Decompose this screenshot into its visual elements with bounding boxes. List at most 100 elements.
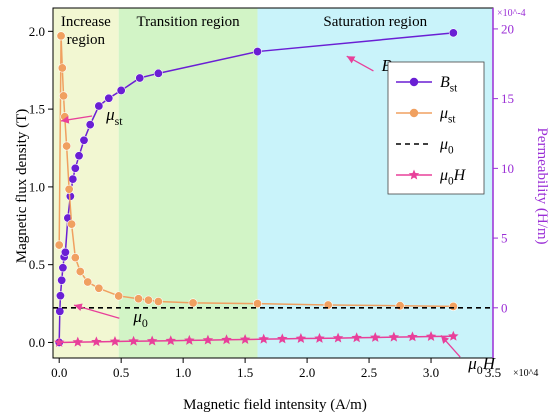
region-labels: Increase region Transition region Saturatio… bbox=[61, 14, 428, 48]
series-0-point-10 bbox=[70, 163, 80, 173]
series-3-point-8 bbox=[202, 334, 214, 345]
series-0-point-16 bbox=[116, 85, 126, 95]
series-0-point-15 bbox=[104, 93, 114, 103]
series-3-point-13 bbox=[295, 333, 307, 344]
series-1-point-1 bbox=[56, 31, 66, 41]
legend-marker-1 bbox=[409, 108, 419, 118]
series-3-point-12 bbox=[277, 333, 288, 344]
series-1-point-10 bbox=[83, 277, 93, 287]
y-axis-left-label: Magnetic flux density (T) bbox=[14, 109, 30, 264]
legend-label-1: μst bbox=[439, 105, 456, 125]
annotation-arrow-3 bbox=[440, 335, 461, 358]
series-0-point-9 bbox=[68, 174, 78, 184]
series-3-point-7 bbox=[184, 334, 195, 345]
series-0-point-13 bbox=[85, 120, 95, 130]
legend-label-3: μ0H bbox=[439, 167, 467, 187]
series-3-point-6 bbox=[165, 335, 176, 346]
annotation-label-0: μst bbox=[105, 105, 123, 128]
series-1-point-6 bbox=[64, 184, 74, 194]
series-1-point-13 bbox=[134, 294, 144, 304]
series-1-point-19 bbox=[395, 301, 405, 311]
series-1-point-0 bbox=[54, 240, 64, 250]
region-label-0-1: region bbox=[67, 32, 106, 48]
x-tick-label-4: 2.0 bbox=[299, 365, 315, 380]
y-right-tick-label-4: 20 bbox=[501, 21, 514, 36]
series-0-point-20 bbox=[448, 28, 458, 38]
x-tick-label-0: 0.0 bbox=[51, 365, 67, 380]
y-left-tick-label-2: 1.0 bbox=[29, 179, 45, 194]
series-3-line bbox=[59, 335, 454, 344]
legend-label-2: μ0 bbox=[439, 136, 454, 156]
series-0-point-1 bbox=[55, 306, 65, 316]
x-multiplier: ×10^4 bbox=[513, 368, 538, 379]
x-tick-label-7: 3.5 bbox=[485, 365, 501, 380]
series-3-point-0 bbox=[53, 336, 65, 347]
series-3-point-2 bbox=[91, 336, 102, 347]
legend-marker-0 bbox=[409, 77, 419, 87]
series-0-point-11 bbox=[74, 151, 84, 161]
series-3-point-18 bbox=[388, 331, 400, 342]
series-1-point-2 bbox=[57, 63, 67, 73]
series-1-point-15 bbox=[153, 297, 163, 307]
region-1 bbox=[118, 8, 258, 358]
annotation-label-3: μ0H bbox=[467, 354, 497, 377]
series-3-point-1 bbox=[72, 336, 84, 347]
series-3-point-9 bbox=[221, 334, 232, 345]
series-1-point-14 bbox=[143, 295, 153, 305]
x-tick-label-3: 1.5 bbox=[237, 365, 253, 380]
series-1-point-17 bbox=[253, 299, 263, 309]
series-3-point-11 bbox=[258, 333, 269, 344]
series-1-point-12 bbox=[114, 291, 124, 301]
y-left-tick-label-4: 2.0 bbox=[29, 24, 45, 39]
series-3-point-4 bbox=[128, 335, 139, 346]
series-3-point-10 bbox=[239, 333, 251, 344]
region-label-1-0: Transition region bbox=[136, 14, 240, 30]
legend: Bst μst μ0 μ0H bbox=[387, 61, 485, 195]
y-right-tick-label-0: 0 bbox=[501, 300, 508, 315]
series-1-point-7 bbox=[67, 219, 77, 229]
annotation-label-2: μ0 bbox=[132, 307, 148, 330]
series-3-point-5 bbox=[146, 335, 158, 346]
y-right-tick-label-2: 10 bbox=[501, 161, 514, 176]
series-1-point-5 bbox=[62, 141, 72, 151]
series-1-point-3 bbox=[59, 91, 69, 101]
y-left-tick-label-1: 0.5 bbox=[29, 257, 45, 272]
series-0-point-3 bbox=[57, 275, 67, 285]
series-3-point-17 bbox=[370, 331, 381, 342]
series-0-point-17 bbox=[135, 73, 145, 83]
y-left-tick-label-3: 1.5 bbox=[29, 102, 45, 117]
x-tick-label-5: 2.5 bbox=[361, 365, 377, 380]
series-1-point-8 bbox=[70, 253, 80, 263]
series-0-point-14 bbox=[94, 101, 104, 111]
series-3-point-15 bbox=[332, 332, 344, 343]
series-3-point-20 bbox=[425, 331, 437, 341]
series-0-point-4 bbox=[58, 263, 68, 273]
y-right-tick-label-3: 15 bbox=[501, 91, 514, 106]
series-layer bbox=[53, 28, 493, 347]
axes: 0.0 0.5 1.0 1.5 2.0 2.5 3.0 3.5 0.0 0.5 1.0 1.5 2.0 0… bbox=[29, 7, 514, 380]
series-1-point-20 bbox=[448, 301, 458, 311]
series-3-point-14 bbox=[314, 332, 325, 343]
region-label-0-0: Increase bbox=[61, 14, 111, 30]
x-tick-label-1: 0.5 bbox=[113, 365, 129, 380]
series-0-point-19 bbox=[253, 47, 263, 57]
right-multiplier: ×10^-4 bbox=[497, 8, 526, 19]
annotation-arrow-2 bbox=[73, 303, 120, 319]
series-0-point-6 bbox=[60, 247, 70, 257]
legend-marker-3 bbox=[408, 169, 420, 180]
series-3-point-3 bbox=[109, 336, 121, 346]
series-0-point-12 bbox=[79, 135, 89, 145]
legend-label-0: Bst bbox=[440, 74, 458, 94]
annotation-arrow-1 bbox=[346, 55, 374, 72]
legend-box bbox=[387, 61, 485, 195]
series-0-point-2 bbox=[55, 291, 65, 301]
series-3-point-21 bbox=[448, 330, 459, 341]
region-label-2-0: Saturation region bbox=[323, 14, 427, 30]
y-left-tick-label-0: 0.0 bbox=[29, 335, 45, 350]
y-right-tick-label-1: 5 bbox=[501, 231, 508, 246]
annotation-arrow-0 bbox=[60, 115, 93, 124]
series-0-point-18 bbox=[153, 68, 163, 78]
x-tick-label-2: 1.0 bbox=[175, 365, 191, 380]
series-1-point-16 bbox=[188, 298, 198, 308]
